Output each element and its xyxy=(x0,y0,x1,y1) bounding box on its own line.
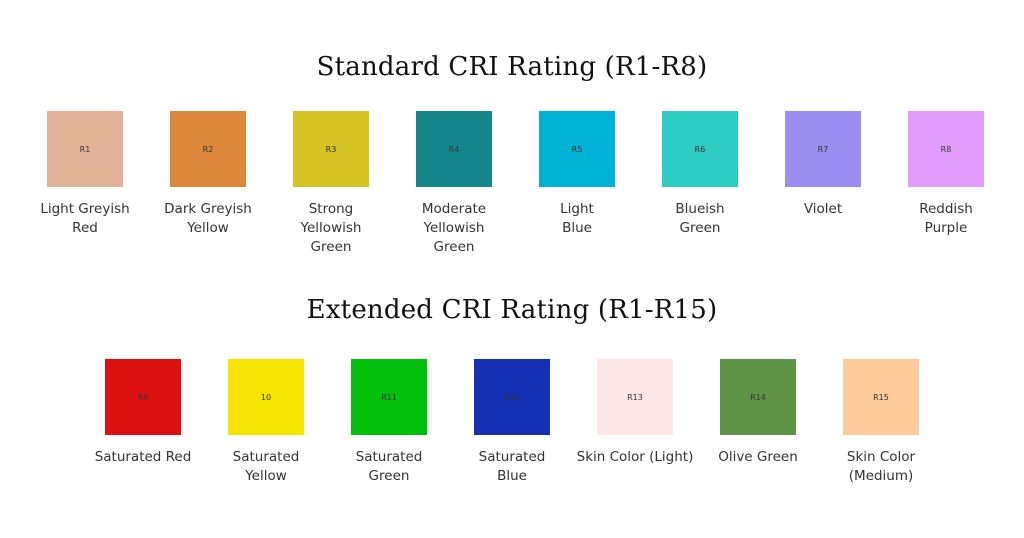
color-swatch: R2 xyxy=(170,111,246,187)
swatch-code: R1 xyxy=(79,144,91,154)
cri-item-r12: R12 Saturated Blue xyxy=(442,359,582,486)
swatch-code: R8 xyxy=(940,144,952,154)
swatch-code: R3 xyxy=(325,144,337,154)
cri-item-10: 10 Saturated Yellow xyxy=(196,359,336,486)
swatch-label: Light Greyish Red xyxy=(40,201,130,236)
cri-item-r13: R13 Skin Color (Light) xyxy=(565,359,705,467)
cri-item-r6: R6 Blueish Green xyxy=(630,111,770,238)
cri-item-r3: R3 Strong Yellowish Green xyxy=(261,111,401,257)
color-swatch: R5 xyxy=(539,111,615,187)
swatch-code: 10 xyxy=(260,392,272,402)
standard-swatch-row: R1 Light Greyish Red R2 Dark Greyish Yellow… xyxy=(0,111,1024,261)
cri-item-r2: R2 Dark Greyish Yellow xyxy=(138,111,278,238)
color-swatch: R4 xyxy=(416,111,492,187)
swatch-code: R6 xyxy=(694,144,706,154)
cri-item-r11: R11 Saturated Green xyxy=(319,359,459,486)
cri-item-r14: R14 Olive Green xyxy=(688,359,828,467)
cri-item-r9: R9 Saturated Red xyxy=(73,359,213,467)
cri-item-r7: R7 Violet xyxy=(753,111,893,219)
swatch-label: Olive Green xyxy=(718,449,798,465)
color-swatch: R6 xyxy=(662,111,738,187)
color-swatch: 10 xyxy=(228,359,304,435)
swatch-label: Saturated Yellow xyxy=(232,449,300,484)
swatch-label: Saturated Green xyxy=(355,449,423,484)
color-swatch: R7 xyxy=(785,111,861,187)
color-swatch: R13 xyxy=(597,359,673,435)
cri-item-r15: R15 Skin Color (Medium) xyxy=(811,359,951,486)
swatch-code: R7 xyxy=(817,144,829,154)
swatch-label: Saturated Blue xyxy=(478,449,546,484)
color-swatch: R1 xyxy=(47,111,123,187)
swatch-label: Blueish Green xyxy=(675,201,725,236)
swatch-code: R5 xyxy=(571,144,583,154)
swatch-label: Dark Greyish Yellow xyxy=(164,201,252,236)
extended-cri-title: Extended CRI Rating (R1-R15) xyxy=(306,295,718,325)
swatch-label: Violet xyxy=(803,201,843,217)
color-swatch: R14 xyxy=(720,359,796,435)
swatch-label: Strong Yellowish Green xyxy=(300,201,362,255)
swatch-label: Reddish Purple xyxy=(919,201,973,236)
color-swatch: R15 xyxy=(843,359,919,435)
swatch-code: R11 xyxy=(381,392,397,402)
swatch-code: R9 xyxy=(137,392,149,402)
standard-cri-title: Standard CRI Rating (R1-R8) xyxy=(316,52,708,82)
color-swatch: R11 xyxy=(351,359,427,435)
swatch-code: R13 xyxy=(627,392,643,402)
cri-item-r8: R8 Reddish Purple xyxy=(876,111,1016,238)
color-swatch: R3 xyxy=(293,111,369,187)
swatch-code: R12 xyxy=(504,392,520,402)
swatch-code: R4 xyxy=(448,144,460,154)
cri-item-r5: R5 Light Blue xyxy=(507,111,647,238)
swatch-code: R2 xyxy=(202,144,214,154)
color-swatch: R9 xyxy=(105,359,181,435)
swatch-label: Saturated Red xyxy=(94,449,192,465)
swatch-label: Moderate Yellowish Green xyxy=(421,201,487,255)
extended-swatch-row: R9 Saturated Red 10 Saturated Yellow R11 Satu… xyxy=(0,359,1024,509)
swatch-code: R14 xyxy=(750,392,766,402)
swatch-label: Skin Color (Light) xyxy=(576,449,694,465)
color-swatch: R8 xyxy=(908,111,984,187)
swatch-label: Skin Color (Medium) xyxy=(846,449,916,484)
cri-item-r4: R4 Moderate Yellowish Green xyxy=(384,111,524,257)
swatch-label: Light Blue xyxy=(560,201,594,236)
color-swatch: R12 xyxy=(474,359,550,435)
cri-item-r1: R1 Light Greyish Red xyxy=(15,111,155,238)
swatch-code: R15 xyxy=(873,392,889,402)
